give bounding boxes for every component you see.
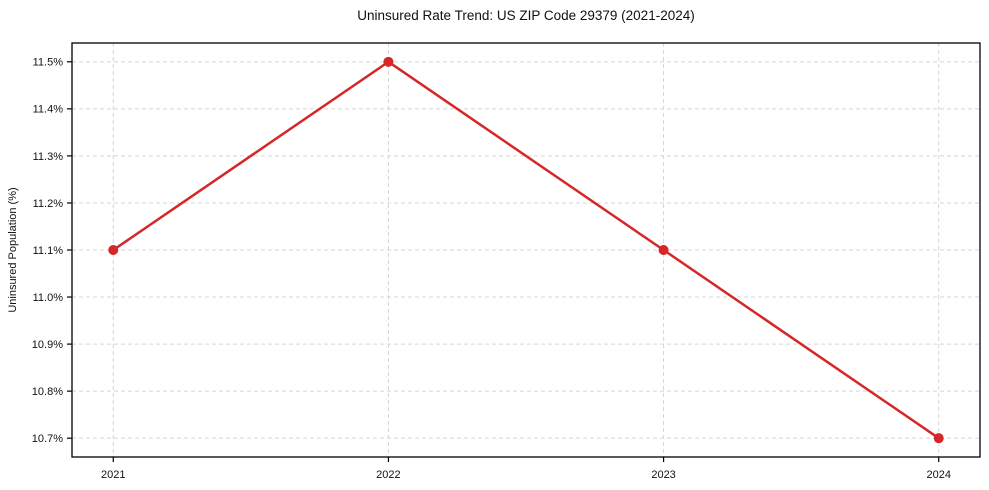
data-point bbox=[108, 245, 119, 255]
x-tick-label: 2023 bbox=[651, 469, 675, 481]
data-point bbox=[658, 245, 669, 255]
x-tick-label: 2021 bbox=[101, 469, 125, 481]
data-point bbox=[383, 56, 394, 67]
x-tick-label: 2022 bbox=[376, 469, 400, 481]
x-tick-label: 2024 bbox=[926, 469, 950, 481]
y-tick-label: 11.0% bbox=[33, 292, 64, 304]
y-tick-label: 10.9% bbox=[32, 339, 63, 351]
y-tick-label: 11.4% bbox=[33, 104, 64, 116]
y-tick-label: 10.8% bbox=[32, 386, 63, 398]
y-tick-label: 11.2% bbox=[33, 198, 64, 210]
y-tick-label: 11.3% bbox=[33, 151, 64, 163]
chart-title: Uninsured Rate Trend: US ZIP Code 29379 … bbox=[357, 8, 695, 23]
y-tick-label: 11.1% bbox=[33, 245, 64, 257]
y-tick-label: 11.5% bbox=[33, 57, 64, 69]
trend-line bbox=[112, 60, 940, 440]
data-point bbox=[933, 433, 944, 444]
y-tick-label: 10.7% bbox=[32, 433, 63, 445]
